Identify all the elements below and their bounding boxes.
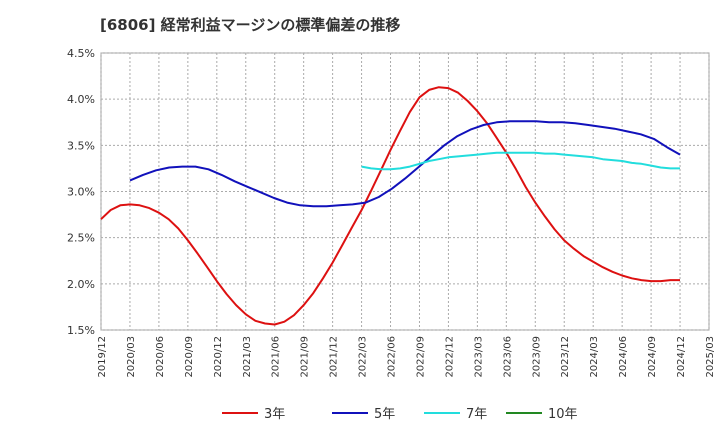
x-tick-label: 2022/06	[387, 336, 398, 378]
x-tick-label: 2021/09	[300, 336, 311, 378]
legend-label: 10年	[548, 407, 578, 422]
x-tick-label: 2021/03	[242, 336, 253, 378]
y-tick-label: 3.5%	[67, 139, 95, 152]
x-tick-label: 2019/12	[97, 336, 108, 378]
x-tick-label: 2023/12	[560, 336, 571, 378]
x-tick-label: 2021/12	[329, 336, 340, 378]
x-tick-label: 2021/06	[271, 336, 282, 378]
legend-label: 5年	[374, 407, 395, 422]
x-tick-label: 2020/03	[126, 336, 137, 378]
legend: 3年 5年 7年 10年	[222, 407, 578, 422]
chart-title: [6806] 経常利益マージンの標準偏差の推移	[100, 16, 401, 34]
x-tick-label: 2024/09	[647, 336, 658, 378]
y-tick-label: 3.0%	[67, 186, 95, 199]
grid-lines	[100, 52, 710, 331]
series-line-7年	[361, 151, 680, 171]
x-tick-label: 2020/09	[184, 336, 195, 378]
x-tick-label: 2020/06	[155, 336, 166, 378]
y-tick-label: 4.5%	[67, 47, 95, 60]
x-tick-label: 2022/09	[415, 336, 426, 378]
legend-label: 3年	[264, 407, 285, 422]
x-tick-label: 2024/06	[618, 336, 629, 378]
x-tick-label: 2023/06	[502, 336, 513, 378]
x-tick-label: 2020/12	[213, 336, 224, 378]
x-tick-label: 2024/03	[589, 336, 600, 378]
y-tick-label: 1.5%	[67, 324, 95, 337]
y-tick-label: 2.0%	[67, 278, 95, 291]
y-tick-label: 4.0%	[67, 93, 95, 106]
series-line-3年	[100, 86, 680, 326]
x-tick-label: 2022/12	[444, 336, 455, 378]
x-tick-label: 2025/03	[705, 336, 716, 378]
legend-label: 7年	[466, 407, 487, 422]
x-tick-label: 2023/03	[473, 336, 484, 378]
series-line-5年	[129, 120, 681, 208]
x-tick-label: 2024/12	[676, 336, 687, 378]
x-tick-label: 2022/03	[358, 336, 369, 378]
x-tick-label: 2023/09	[531, 336, 542, 378]
y-axis-ticks: 1.5% 2.0% 2.5% 3.0% 3.5% 4.0% 4.5%	[67, 47, 95, 337]
x-axis-ticks: 2019/12 2020/03 2020/06 2020/09 2020/12 2021/…	[97, 336, 716, 378]
y-tick-label: 2.5%	[67, 232, 95, 245]
series-lines	[100, 86, 681, 326]
